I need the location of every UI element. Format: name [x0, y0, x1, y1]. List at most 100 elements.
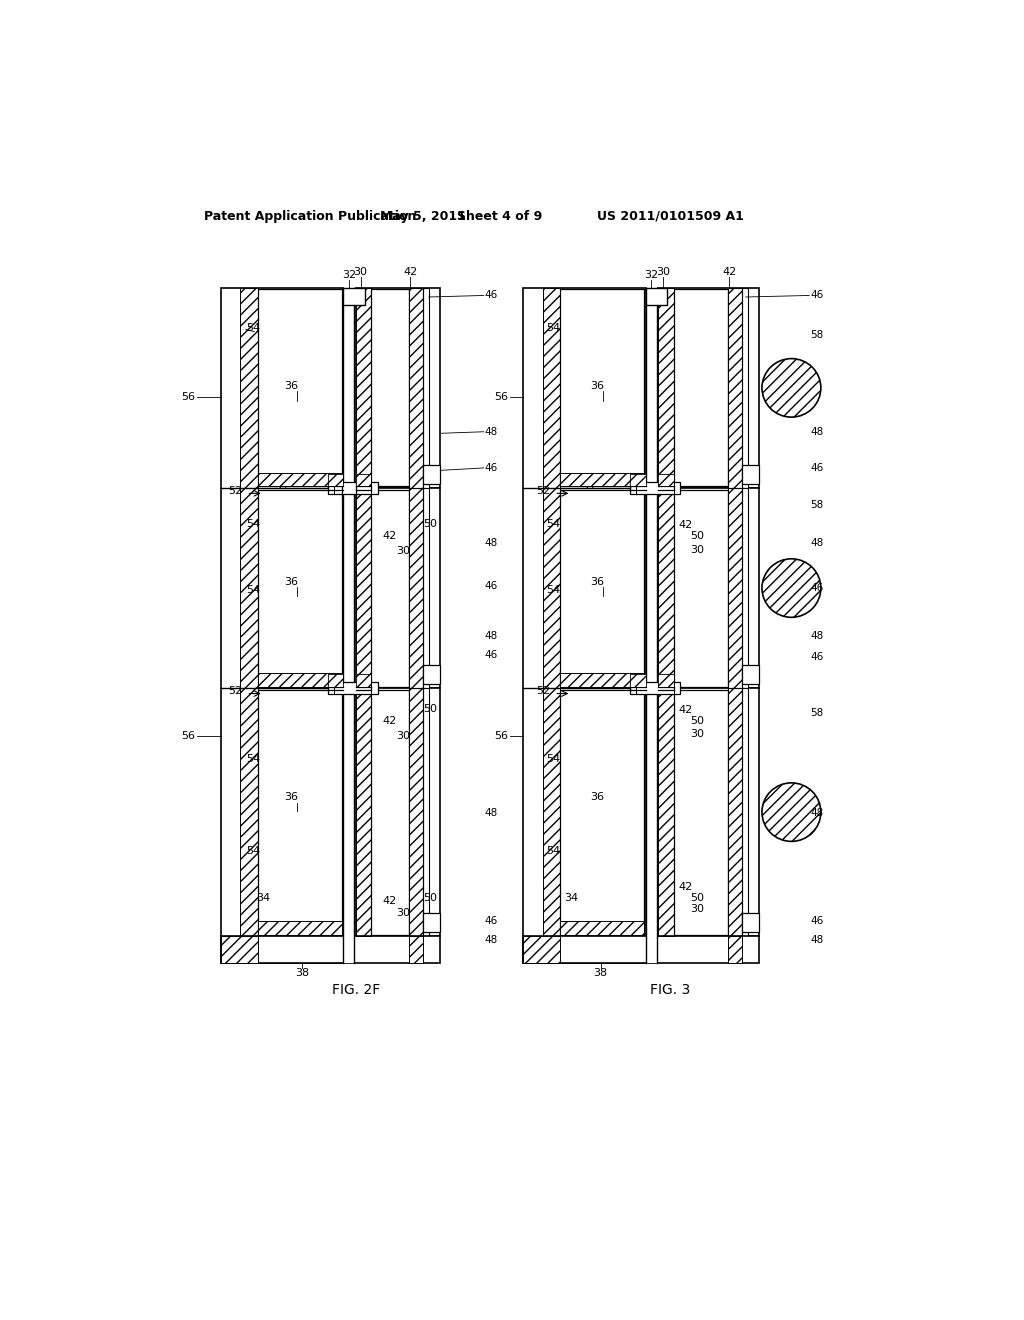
- Text: Patent Application Publication: Patent Application Publication: [204, 210, 417, 223]
- Bar: [409, 936, 423, 964]
- Bar: [356, 488, 372, 688]
- Bar: [543, 288, 560, 488]
- Text: 50: 50: [690, 715, 705, 726]
- Text: 56: 56: [495, 392, 509, 403]
- Bar: [409, 688, 423, 936]
- Text: 42: 42: [722, 268, 736, 277]
- Bar: [630, 474, 646, 487]
- Text: May 5, 2011: May 5, 2011: [380, 210, 466, 223]
- Bar: [728, 936, 741, 964]
- Text: 42: 42: [679, 705, 693, 714]
- Bar: [328, 474, 343, 487]
- Text: 36: 36: [590, 577, 604, 587]
- Bar: [409, 288, 423, 488]
- Text: 36: 36: [590, 792, 604, 803]
- Bar: [221, 936, 258, 964]
- Bar: [423, 688, 429, 936]
- Bar: [423, 288, 429, 488]
- Text: 38: 38: [295, 968, 309, 978]
- Text: 36: 36: [284, 577, 298, 587]
- Bar: [409, 488, 423, 688]
- Bar: [241, 688, 258, 936]
- Bar: [728, 488, 741, 688]
- Bar: [658, 288, 674, 488]
- Bar: [658, 675, 674, 686]
- Bar: [221, 936, 439, 964]
- Text: 32: 32: [342, 271, 356, 280]
- Bar: [560, 673, 644, 686]
- Text: FIG. 2F: FIG. 2F: [333, 983, 381, 997]
- Bar: [258, 473, 342, 487]
- Bar: [258, 473, 342, 487]
- Text: 34: 34: [564, 892, 579, 903]
- Text: 56: 56: [181, 392, 196, 403]
- Text: 52: 52: [228, 686, 243, 696]
- Bar: [356, 688, 372, 936]
- Bar: [356, 688, 439, 936]
- Bar: [356, 488, 439, 688]
- Text: 50: 50: [423, 892, 437, 903]
- Text: 48: 48: [810, 426, 823, 437]
- Bar: [221, 288, 343, 964]
- Bar: [423, 488, 429, 688]
- Text: 48: 48: [810, 631, 823, 640]
- Bar: [372, 490, 409, 686]
- Bar: [356, 288, 372, 488]
- Text: 38: 38: [594, 968, 608, 978]
- Text: 46: 46: [484, 649, 498, 660]
- Bar: [356, 288, 439, 488]
- Text: 42: 42: [403, 268, 417, 277]
- Text: 54: 54: [246, 846, 260, 857]
- Bar: [343, 288, 354, 964]
- Bar: [328, 675, 343, 686]
- Bar: [423, 913, 439, 932]
- Bar: [372, 289, 409, 487]
- Bar: [543, 288, 560, 488]
- Bar: [658, 688, 674, 936]
- Bar: [741, 488, 748, 688]
- Bar: [658, 688, 674, 936]
- Text: 50: 50: [423, 519, 437, 529]
- Bar: [241, 288, 258, 488]
- Text: 54: 54: [246, 519, 260, 529]
- Bar: [741, 665, 759, 684]
- Bar: [560, 289, 644, 487]
- Text: 42: 42: [383, 715, 397, 726]
- Bar: [658, 474, 674, 487]
- Bar: [356, 675, 372, 686]
- Text: US 2011/0101509 A1: US 2011/0101509 A1: [597, 210, 744, 223]
- Bar: [241, 688, 258, 936]
- Bar: [372, 689, 409, 935]
- Text: 48: 48: [484, 935, 498, 945]
- Text: 34: 34: [257, 892, 270, 903]
- Text: 54: 54: [547, 585, 560, 594]
- Text: 58: 58: [810, 330, 823, 341]
- Bar: [646, 288, 656, 964]
- Text: 52: 52: [537, 686, 550, 696]
- Text: 54: 54: [246, 323, 260, 333]
- Text: 50: 50: [423, 704, 437, 714]
- Text: 48: 48: [484, 539, 498, 548]
- Bar: [328, 482, 378, 494]
- Text: 34: 34: [257, 681, 270, 690]
- Bar: [630, 675, 646, 686]
- Text: 30: 30: [690, 545, 705, 554]
- Text: 54: 54: [246, 585, 260, 594]
- Text: 54: 54: [246, 754, 260, 764]
- Bar: [356, 675, 372, 686]
- Text: 46: 46: [810, 290, 823, 301]
- Text: 48: 48: [810, 935, 823, 945]
- Bar: [658, 688, 759, 936]
- Text: 48: 48: [810, 539, 823, 548]
- Bar: [674, 490, 728, 686]
- Bar: [560, 490, 644, 686]
- Text: 30: 30: [353, 268, 368, 277]
- Bar: [560, 473, 644, 487]
- Bar: [630, 682, 680, 694]
- Text: FIG. 3: FIG. 3: [650, 983, 690, 997]
- Bar: [258, 921, 342, 935]
- Bar: [728, 488, 741, 688]
- Bar: [543, 488, 560, 688]
- Text: 30: 30: [396, 908, 411, 917]
- Text: 52: 52: [537, 486, 550, 496]
